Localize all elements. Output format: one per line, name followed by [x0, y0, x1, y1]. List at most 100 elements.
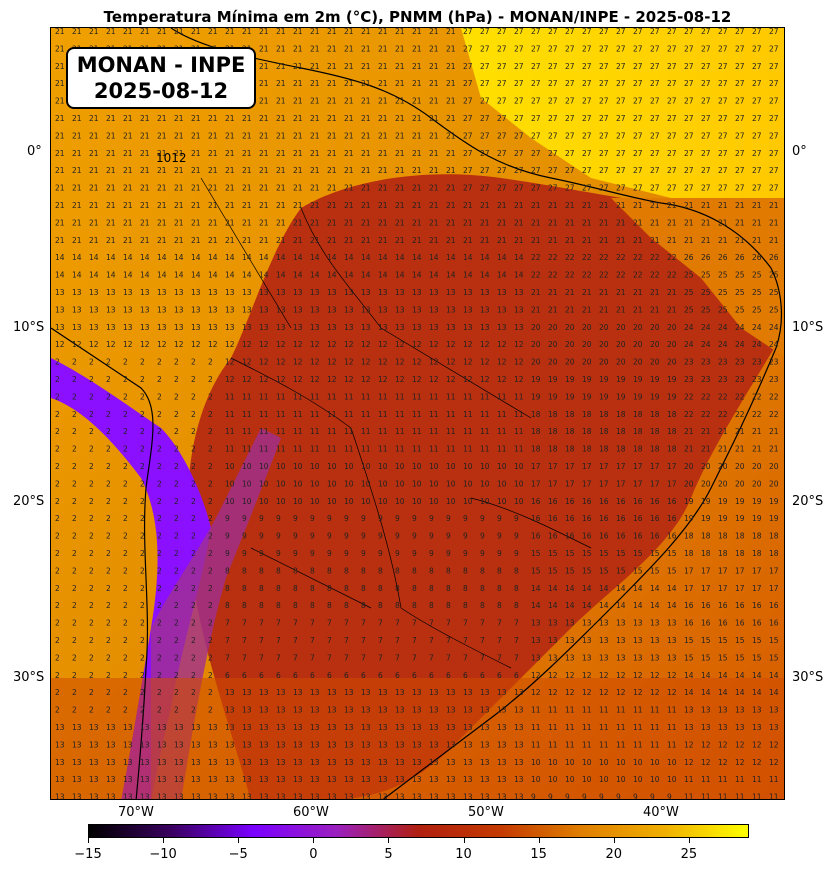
grid-value: 18 [565, 410, 575, 419]
grid-value: 13 [429, 775, 439, 784]
grid-value: 11 [378, 445, 388, 454]
grid-value: 13 [480, 288, 490, 297]
grid-value: 21 [276, 218, 286, 227]
grid-value: 12 [565, 671, 575, 680]
grid-value: 21 [616, 236, 626, 245]
grid-value: 15 [735, 653, 745, 662]
grid-value: 20 [616, 358, 626, 367]
grid-value: 17 [718, 584, 728, 593]
grid-value: 2 [123, 584, 128, 593]
grid-value: 27 [650, 62, 660, 71]
grid-value: 12 [667, 671, 677, 680]
grid-value: 2 [72, 358, 77, 367]
grid-value: 21 [429, 44, 439, 53]
grid-value: 13 [463, 775, 473, 784]
grid-value: 2 [157, 497, 162, 506]
grid-value: 13 [225, 688, 235, 697]
grid-value: 21 [259, 201, 269, 210]
grid-value: 13 [208, 723, 218, 732]
grid-value: 13 [361, 305, 371, 314]
grid-value: 13 [650, 619, 660, 628]
grid-value: 15 [650, 566, 660, 575]
grid-value: 13 [276, 775, 286, 784]
grid-value: 19 [633, 375, 643, 384]
grid-value: 25 [701, 271, 711, 280]
grid-value: 27 [514, 79, 524, 88]
grid-value: 27 [497, 166, 507, 175]
grid-value: 22 [769, 392, 779, 401]
grid-value: 11 [293, 410, 303, 419]
grid-value: 11 [225, 410, 235, 419]
grid-value: 21 [378, 184, 388, 193]
grid-value: 8 [463, 566, 468, 575]
grid-value: 9 [412, 514, 417, 523]
grid-value: 8 [446, 601, 451, 610]
grid-value: 11 [718, 793, 728, 800]
grid-value: 2 [140, 514, 145, 523]
grid-value: 2 [208, 706, 213, 715]
grid-value: 11 [259, 410, 269, 419]
grid-value: 21 [293, 149, 303, 158]
grid-value: 15 [650, 549, 660, 558]
grid-value: 7 [293, 619, 298, 628]
grid-value: 14 [123, 253, 133, 262]
grid-value: 11 [310, 392, 320, 401]
grid-value: 11 [684, 793, 694, 800]
grid-value: 16 [752, 619, 762, 628]
grid-value: 15 [684, 653, 694, 662]
grid-value: 6 [361, 671, 366, 680]
grid-value: 13 [106, 723, 116, 732]
grid-value: 15 [599, 549, 609, 558]
grid-value: 2 [191, 514, 196, 523]
grid-value: 10 [310, 462, 320, 471]
grid-value: 2 [55, 427, 60, 436]
grid-value: 15 [701, 653, 711, 662]
grid-value: 13 [480, 323, 490, 332]
grid-value: 13 [446, 740, 456, 749]
grid-value: 21 [140, 201, 150, 210]
grid-value: 13 [225, 758, 235, 767]
grid-value: 8 [276, 584, 281, 593]
grid-value: 12 [327, 375, 337, 384]
grid-value: 14 [514, 271, 524, 280]
grid-value: 13 [327, 723, 337, 732]
grid-value: 11 [497, 392, 507, 401]
grid-value: 8 [259, 584, 264, 593]
grid-value: 14 [735, 671, 745, 680]
grid-value: 21 [361, 97, 371, 106]
grid-value: 21 [565, 288, 575, 297]
grid-value: 21 [106, 114, 116, 123]
grid-value: 2 [208, 514, 213, 523]
grid-value: 20 [531, 340, 541, 349]
grid-value: 2 [208, 375, 213, 384]
grid-value: 21 [55, 62, 65, 71]
grid-value: 11 [633, 740, 643, 749]
grid-value: 7 [327, 653, 332, 662]
grid-value: 2 [157, 566, 162, 575]
grid-value: 21 [310, 97, 320, 106]
grid-value: 10 [225, 479, 235, 488]
grid-value: 21 [344, 44, 354, 53]
grid-value: 12 [684, 740, 694, 749]
grid-value: 10 [497, 479, 507, 488]
grid-value: 18 [582, 427, 592, 436]
grid-value: 21 [259, 79, 269, 88]
grid-value: 15 [582, 549, 592, 558]
grid-value: 11 [616, 706, 626, 715]
grid-value: 22 [735, 392, 745, 401]
grid-value: 14 [735, 688, 745, 697]
grid-value: 6 [463, 671, 468, 680]
grid-value: 21 [344, 184, 354, 193]
grid-value: 12 [55, 340, 65, 349]
grid-value: 22 [667, 271, 677, 280]
grid-value: 21 [310, 44, 320, 53]
grid-value: 27 [633, 131, 643, 140]
grid-value: 13 [310, 775, 320, 784]
grid-value: 27 [616, 28, 626, 36]
grid-value: 13 [276, 723, 286, 732]
grid-value: 20 [565, 340, 575, 349]
grid-value: 15 [667, 549, 677, 558]
grid-value: 16 [650, 514, 660, 523]
grid-value: 13 [429, 740, 439, 749]
grid-value: 27 [701, 44, 711, 53]
